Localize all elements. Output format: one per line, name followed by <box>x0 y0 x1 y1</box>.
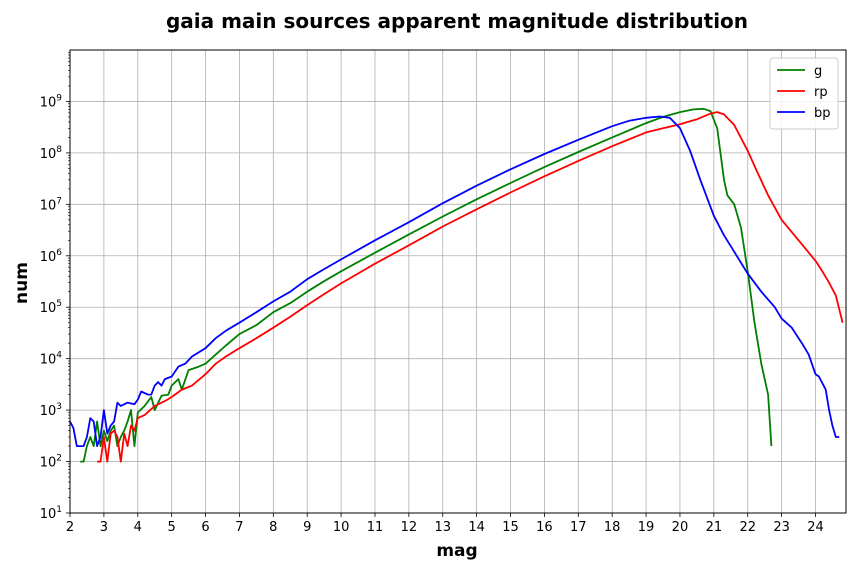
y-tick-label: 101 <box>40 505 62 522</box>
x-axis-label: mag <box>436 541 477 561</box>
x-tick-label: 19 <box>638 520 655 535</box>
series-line-bp <box>69 115 840 447</box>
legend-label-g: g <box>814 64 822 79</box>
x-tick-label: 4 <box>134 520 142 535</box>
legend-label-rp: rp <box>814 85 828 100</box>
series-lines <box>69 107 844 463</box>
y-tick-label: 104 <box>40 351 63 368</box>
x-tick-label: 24 <box>807 520 824 535</box>
chart-title: gaia main sources apparent magnitude dis… <box>166 9 748 33</box>
legend-label-bp: bp <box>814 106 831 121</box>
x-tick-label: 18 <box>604 520 621 535</box>
y-tick-label: 106 <box>40 248 63 265</box>
x-tick-label: 8 <box>269 520 277 535</box>
x-tick-label: 11 <box>367 520 384 535</box>
x-tick-label: 7 <box>235 520 243 535</box>
y-tick-label: 105 <box>40 299 62 316</box>
x-tick-label: 23 <box>773 520 790 535</box>
x-tick-label: 17 <box>570 520 587 535</box>
x-tick-label: 5 <box>168 520 176 535</box>
x-tick-label: 20 <box>672 520 689 535</box>
legend: g rp bp <box>769 57 839 130</box>
plot-frame <box>69 49 847 514</box>
y-tick-label: 103 <box>40 402 62 419</box>
x-tick-label: 22 <box>739 520 756 535</box>
series-line-rp <box>97 111 844 463</box>
y-tick-label: 107 <box>40 196 62 213</box>
axis-ticks: 2 3 4 5 6 7 8 9 10 11 12 13 14 15 16 17 18 19 20 21 22 23 2410… <box>40 52 824 535</box>
x-tick-label: 6 <box>201 520 209 535</box>
x-tick-label: 15 <box>502 520 519 535</box>
grid-lines <box>69 50 846 513</box>
x-tick-label: 3 <box>100 520 108 535</box>
x-tick-label: 14 <box>468 520 485 535</box>
x-tick-label: 16 <box>536 520 553 535</box>
x-tick-label: 21 <box>706 520 723 535</box>
y-tick-label: 108 <box>40 145 63 162</box>
x-tick-label: 2 <box>66 520 74 535</box>
x-tick-label: 10 <box>333 520 350 535</box>
y-tick-label: 102 <box>40 454 62 471</box>
x-tick-label: 9 <box>303 520 311 535</box>
x-tick-label: 12 <box>401 520 418 535</box>
x-tick-label: 13 <box>434 520 451 535</box>
series-line-g <box>80 107 773 463</box>
y-tick-label: 109 <box>40 93 63 110</box>
y-axis-label: num <box>12 262 32 304</box>
